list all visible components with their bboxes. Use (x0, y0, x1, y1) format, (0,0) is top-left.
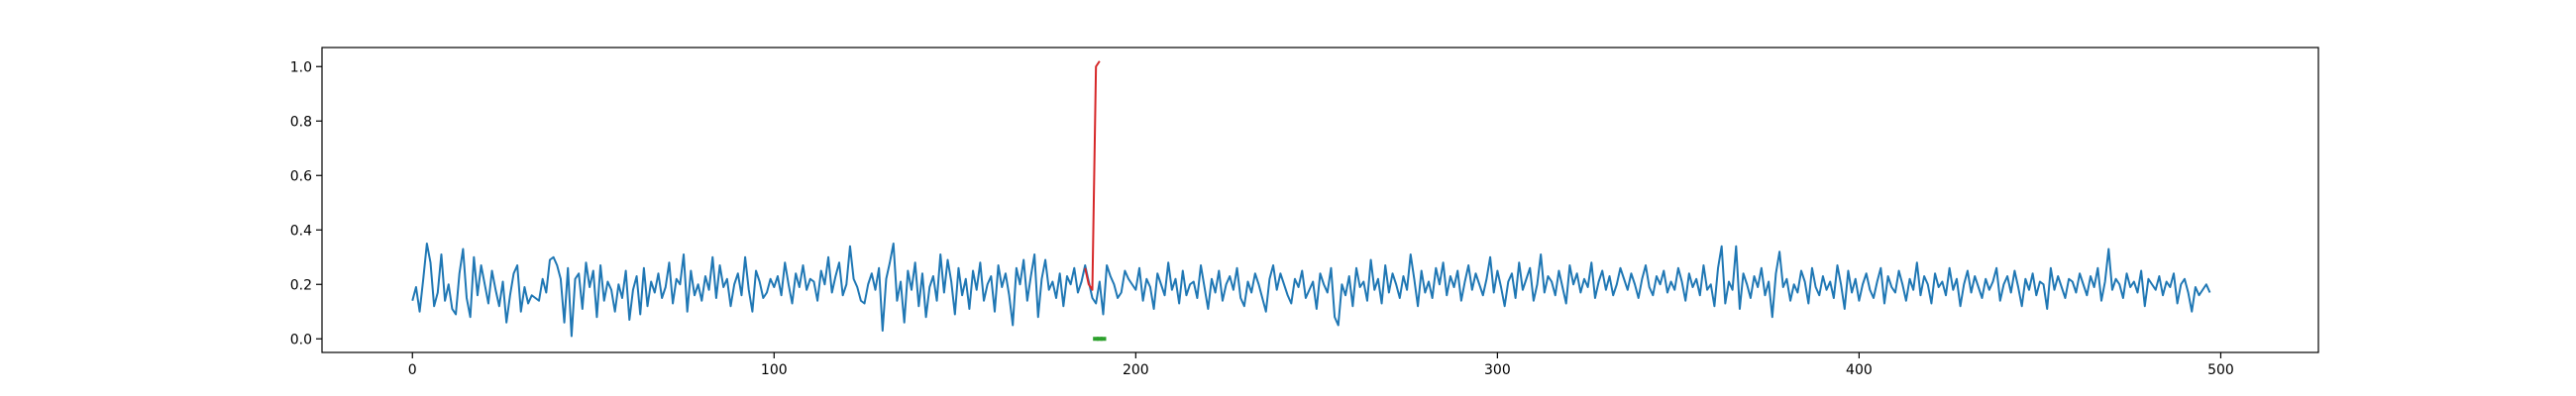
plot-layer (411, 60, 2211, 342)
y-tick-label: 0.8 (290, 114, 312, 130)
x-axis: 0 100 200 300 400 500 (408, 352, 2234, 378)
series-line-anomaly (1084, 60, 1101, 291)
x-tick-label: 300 (1484, 362, 1511, 378)
x-tick-label: 200 (1123, 362, 1149, 378)
y-tick-label: 0.6 (290, 168, 312, 184)
x-tick-label: 100 (761, 362, 788, 378)
y-tick-label: 0.4 (290, 223, 312, 239)
y-axis: 0.0 0.2 0.4 0.6 0.8 1.0 (290, 59, 322, 347)
y-tick-label: 0.2 (290, 277, 312, 293)
y-tick-label: 1.0 (290, 59, 312, 75)
x-tick-label: 400 (1846, 362, 1873, 378)
axes-frame (321, 47, 2319, 353)
x-tick-label: 500 (2207, 362, 2234, 378)
marker-point (1100, 337, 1107, 342)
series-line-signal (411, 243, 2211, 338)
y-tick-label: 0.0 (290, 332, 312, 347)
marker-point (1096, 337, 1103, 342)
x-tick-label: 0 (408, 362, 417, 378)
marker-point (1093, 337, 1100, 342)
